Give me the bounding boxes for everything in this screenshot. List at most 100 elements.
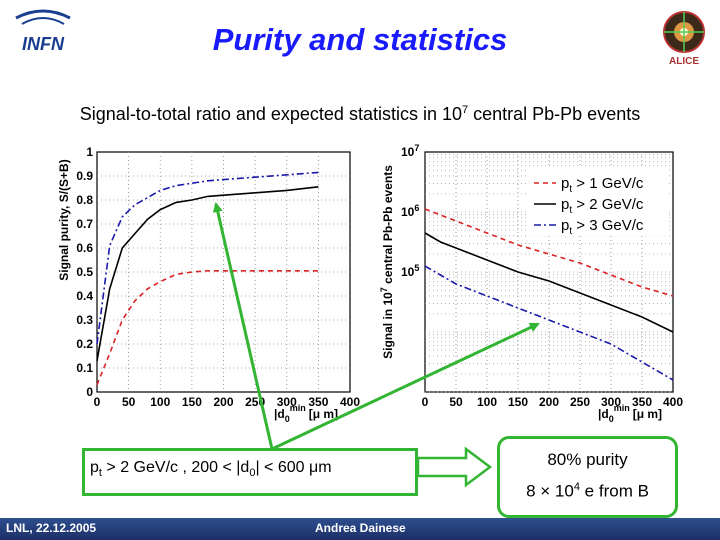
purity-series-line bbox=[96, 186, 319, 361]
purity-chart-grid bbox=[97, 152, 350, 392]
condition-text: pt > 2 GeV/c , 200 < |d0| < 600 μm bbox=[90, 459, 332, 479]
legend-label-base: p bbox=[561, 175, 569, 192]
purity-y-tick-label: 0.8 bbox=[76, 193, 93, 207]
statistics-y-label-base: Signal in 10 bbox=[381, 292, 395, 359]
statistics-x-tick-label: 300 bbox=[601, 395, 621, 409]
purity-chart-ticks: 0 50 100 150 200 250 300 350 40000.10.20.30.40.5… bbox=[76, 145, 360, 409]
condition-pt-sub: t bbox=[98, 467, 102, 480]
infn-logo: INFN bbox=[8, 6, 78, 71]
purity-x-tick-label: 200 bbox=[213, 395, 233, 409]
condition-d-sub: 0 bbox=[249, 467, 256, 480]
result-line2-rest: e from B bbox=[579, 481, 649, 501]
statistics-y-tick-exp: 6 bbox=[414, 203, 419, 213]
subtitle-exponent: 7 bbox=[462, 104, 469, 116]
purity-y-tick-label: 0.5 bbox=[76, 265, 93, 279]
purity-y-tick-label: 0.7 bbox=[76, 217, 93, 231]
purity-chart-lines bbox=[96, 171, 319, 386]
purity-y-tick-label: 0.6 bbox=[76, 241, 93, 255]
legend-label-sub: t bbox=[569, 184, 572, 195]
purity-x-tick-label: 350 bbox=[308, 395, 328, 409]
statistics-y-tick-label: 107 bbox=[401, 143, 419, 159]
result-arrow bbox=[416, 446, 493, 488]
statistics-y-tick-exp: 5 bbox=[414, 263, 419, 273]
purity-x-tick-label: 0 bbox=[94, 395, 101, 409]
statistics-series-line bbox=[424, 232, 674, 333]
statistics-y-label-after: central Pb-Pb events bbox=[381, 165, 395, 287]
purity-y-axis-label: Signal purity, S/(S+B) bbox=[57, 159, 71, 280]
statistics-y-label-sup: 7 bbox=[379, 287, 389, 292]
statistics-x-label-sub: 0 bbox=[609, 414, 614, 424]
purity-x-label-unit: [μ m] bbox=[309, 407, 338, 421]
alice-logo-graphic: ALICE bbox=[663, 11, 705, 67]
purity-x-tick-label: 300 bbox=[277, 395, 297, 409]
statistics-x-axis-label: |d0min [μ m] bbox=[598, 403, 662, 424]
purity-y-tick-label: 0.2 bbox=[76, 337, 93, 351]
legend-label-rest: > 3 GeV/c bbox=[572, 217, 644, 234]
statistics-x-tick-label: 350 bbox=[632, 395, 652, 409]
slide-subtitle: Signal-to-total ratio and expected stati… bbox=[0, 104, 720, 125]
legend-label-rest: > 2 GeV/c bbox=[572, 196, 644, 213]
statistics-y-tick-label: 106 bbox=[401, 203, 419, 219]
purity-x-tick-label: 150 bbox=[182, 395, 202, 409]
purity-y-tick-label: 0.9 bbox=[76, 169, 93, 183]
purity-x-label-base: |d bbox=[274, 407, 285, 421]
statistics-chart-lines bbox=[424, 208, 674, 381]
statistics-legend: pt > 1 GeV/cpt > 2 GeV/cpt > 3 GeV/c bbox=[528, 168, 668, 237]
purity-x-tick-label: 400 bbox=[340, 395, 360, 409]
result-purity: 80% purity bbox=[547, 450, 628, 469]
alice-logo-text: ALICE bbox=[669, 56, 699, 67]
slide-title: Purity and statistics bbox=[212, 22, 508, 57]
statistics-x-label-unit: [μ m] bbox=[633, 407, 662, 421]
subtitle-text-before: Signal-to-total ratio and expected stati… bbox=[79, 104, 462, 124]
legend-label-base: p bbox=[561, 196, 569, 213]
legend-label-base: p bbox=[561, 217, 569, 234]
result-box bbox=[497, 436, 678, 518]
purity-x-label-sub: 0 bbox=[285, 414, 290, 424]
alice-logo: ALICE bbox=[652, 4, 716, 73]
condition-end: | < 600 μm bbox=[255, 459, 332, 476]
footer-date: LNL, 22.12.2005 bbox=[6, 521, 97, 535]
result-line2-exp: 4 bbox=[573, 481, 580, 493]
statistics-y-tick-base: 10 bbox=[401, 205, 415, 219]
statistics-x-tick-label: 250 bbox=[570, 395, 590, 409]
statistics-x-label-sup: min bbox=[614, 403, 630, 413]
purity-x-tick-label: 100 bbox=[150, 395, 170, 409]
purity-y-tick-label: 0 bbox=[86, 385, 93, 399]
purity-arrow bbox=[212, 202, 274, 450]
legend-label: pt > 1 GeV/c bbox=[561, 175, 644, 195]
result-line2-base: 8 × 10 bbox=[526, 481, 574, 501]
legend-label-rest: > 1 GeV/c bbox=[572, 175, 644, 192]
statistics-x-label-base: |d bbox=[598, 407, 609, 421]
footer-author: Andrea Dainese bbox=[315, 521, 406, 535]
infn-logo-text: INFN bbox=[22, 34, 65, 54]
subtitle-text-after: central Pb-Pb events bbox=[468, 104, 641, 124]
statistics-y-tick-exp: 7 bbox=[414, 143, 419, 153]
purity-y-tick-label: 0.4 bbox=[76, 289, 93, 303]
statistics-y-tick-base: 10 bbox=[401, 145, 415, 159]
statistics-x-tick-label: 50 bbox=[449, 395, 463, 409]
statistics-x-tick-label: 200 bbox=[539, 395, 559, 409]
statistics-x-tick-label: 0 bbox=[422, 395, 429, 409]
statistics-x-tick-label: 150 bbox=[508, 395, 528, 409]
purity-y-tick-label: 1 bbox=[86, 145, 93, 159]
statistics-y-tick-label: 105 bbox=[401, 263, 419, 279]
condition-box bbox=[82, 448, 418, 496]
purity-x-axis-label: |d0min [μ m] bbox=[274, 403, 338, 424]
purity-y-tick-label: 0.1 bbox=[76, 361, 93, 375]
legend-label: pt > 3 GeV/c bbox=[561, 217, 644, 237]
statistics-arrow bbox=[271, 322, 540, 451]
purity-series-line bbox=[96, 171, 319, 345]
purity-y-tick-label: 0.3 bbox=[76, 313, 93, 327]
statistics-x-tick-label: 400 bbox=[663, 395, 683, 409]
result-statistics: 8 × 104 e from B bbox=[497, 481, 678, 502]
statistics-series-line bbox=[424, 265, 674, 381]
legend-label: pt > 2 GeV/c bbox=[561, 196, 644, 216]
infn-logo-graphic: INFN bbox=[15, 9, 71, 54]
annotation-arrows bbox=[212, 202, 540, 488]
statistics-y-tick-base: 10 bbox=[401, 265, 415, 279]
purity-chart: 0 50 100 150 200 250 300 350 40000.10.20.30.40.5… bbox=[57, 145, 360, 424]
purity-x-label-sup: min bbox=[290, 403, 306, 413]
